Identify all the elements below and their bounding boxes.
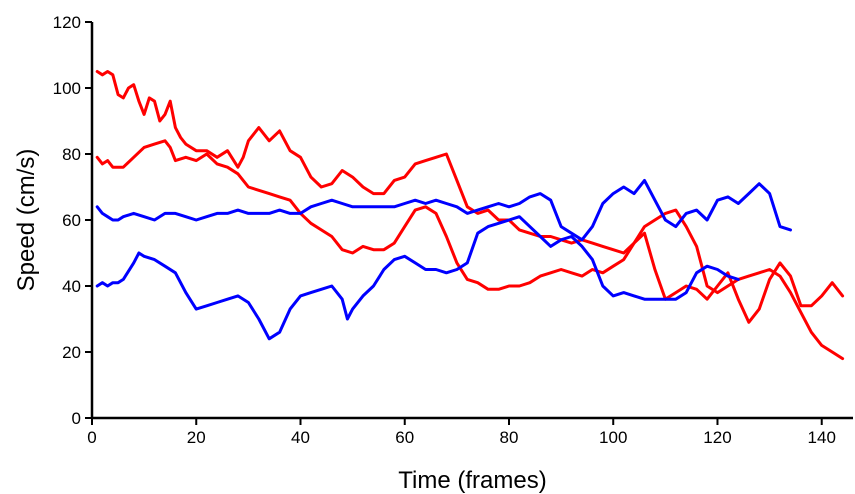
- x-tick-label: 20: [187, 428, 206, 447]
- x-tick-label: 60: [395, 428, 414, 447]
- x-tick-label: 0: [87, 428, 96, 447]
- y-axis-ticks: 0 20 40 60 80 100 120: [53, 13, 92, 428]
- axes: 0 20 40 60 80 100 120 140 0 20 40 60 80 100 120: [53, 13, 853, 447]
- x-tick-label: 100: [599, 428, 627, 447]
- series-line-1: [95, 70, 845, 361]
- x-tick-label: 120: [703, 428, 731, 447]
- x-tick-label: 40: [291, 428, 310, 447]
- y-tick-label: 60: [62, 211, 81, 230]
- y-tick-label: 40: [62, 277, 81, 296]
- y-axis-title: Speed (cm/s): [13, 149, 40, 292]
- y-tick-label: 100: [53, 79, 81, 98]
- y-tick-label: 80: [62, 145, 81, 164]
- x-axis-title: Time (frames): [398, 467, 546, 494]
- series-line-4: [95, 215, 740, 341]
- series-line-3: [95, 178, 792, 242]
- y-tick-label: 0: [72, 409, 81, 428]
- y-tick-label: 20: [62, 343, 81, 362]
- series-line-2: [95, 139, 845, 324]
- x-axis-ticks: 0 20 40 60 80 100 120 140: [87, 418, 836, 447]
- plot-area: [95, 70, 845, 361]
- x-tick-label: 140: [808, 428, 836, 447]
- y-tick-label: 120: [53, 13, 81, 32]
- x-tick-label: 80: [500, 428, 519, 447]
